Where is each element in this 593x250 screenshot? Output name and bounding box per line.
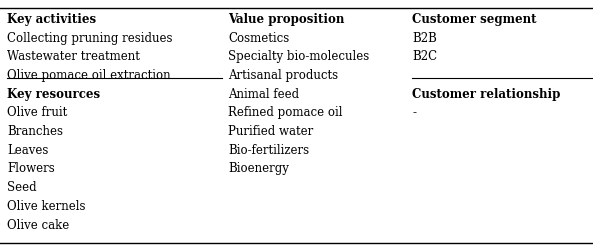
Text: Olive kernels: Olive kernels (7, 199, 85, 212)
Text: B2B: B2B (412, 32, 437, 44)
Text: Customer segment: Customer segment (412, 13, 537, 26)
Text: Cosmetics: Cosmetics (228, 32, 289, 44)
Text: Leaves: Leaves (7, 143, 49, 156)
Text: Key resources: Key resources (7, 87, 100, 100)
Text: Artisanal products: Artisanal products (228, 69, 339, 82)
Text: Customer relationship: Customer relationship (412, 87, 560, 100)
Text: Branches: Branches (7, 124, 63, 138)
Text: Bioenergy: Bioenergy (228, 162, 289, 175)
Text: Key activities: Key activities (7, 13, 96, 26)
Text: -: - (412, 106, 416, 119)
Text: Animal feed: Animal feed (228, 87, 299, 100)
Text: Value proposition: Value proposition (228, 13, 345, 26)
Text: Refined pomace oil: Refined pomace oil (228, 106, 343, 119)
Text: Flowers: Flowers (7, 162, 55, 175)
Text: Seed: Seed (7, 180, 37, 193)
Text: Olive cake: Olive cake (7, 218, 69, 230)
Text: Specialty bio-molecules: Specialty bio-molecules (228, 50, 369, 63)
Text: Olive fruit: Olive fruit (7, 106, 68, 119)
Text: Wastewater treatment: Wastewater treatment (7, 50, 140, 63)
Text: Olive pomace oil extraction: Olive pomace oil extraction (7, 69, 171, 82)
Text: Purified water: Purified water (228, 124, 314, 138)
Text: Collecting pruning residues: Collecting pruning residues (7, 32, 173, 44)
Text: B2C: B2C (412, 50, 437, 63)
Text: Bio-fertilizers: Bio-fertilizers (228, 143, 310, 156)
